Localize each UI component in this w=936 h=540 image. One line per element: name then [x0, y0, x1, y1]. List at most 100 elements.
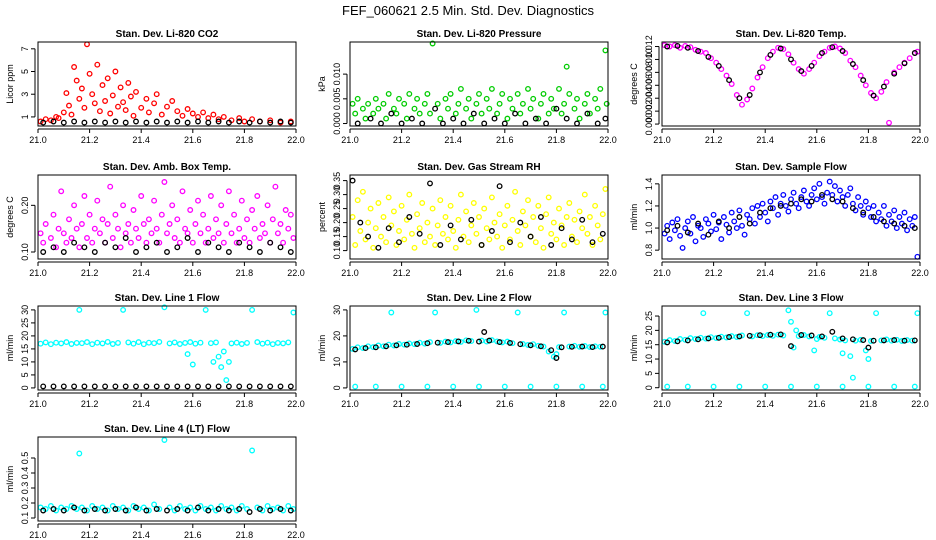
- data-point: [517, 219, 524, 226]
- data-point: [439, 120, 446, 127]
- data-point: [37, 230, 44, 237]
- data-point: [499, 90, 506, 97]
- data-point: [84, 235, 90, 241]
- data-point: [602, 115, 609, 122]
- data-point: [205, 119, 212, 126]
- data-point: [488, 337, 495, 344]
- data-point: [213, 216, 219, 223]
- data-point: [365, 219, 372, 226]
- data-point: [372, 344, 379, 351]
- data-point: [798, 332, 805, 338]
- data-point: [135, 339, 142, 346]
- data-point: [473, 100, 480, 107]
- data-point: [416, 225, 423, 232]
- data-point: [473, 306, 480, 313]
- data-point: [775, 211, 782, 218]
- y-tick-label: 0.008: [644, 61, 654, 84]
- data-point: [122, 230, 129, 237]
- data-point: [476, 90, 482, 97]
- data-point: [819, 191, 825, 198]
- plot-frame: [37, 436, 297, 522]
- data-point: [715, 62, 722, 69]
- data-point: [269, 341, 276, 348]
- data-point: [104, 338, 111, 345]
- x-tick-label: 22.0: [599, 268, 617, 278]
- data-point: [674, 338, 681, 345]
- data-point: [592, 95, 599, 102]
- data-point: [715, 218, 722, 225]
- data-point: [434, 100, 441, 107]
- data-point: [133, 383, 139, 390]
- data-point: [496, 183, 503, 190]
- data-point: [463, 105, 470, 112]
- data-point: [125, 221, 132, 227]
- x-tick-label: 21.8: [236, 399, 254, 409]
- data-point: [865, 383, 872, 390]
- data-point: [225, 358, 232, 365]
- data-point: [669, 219, 676, 226]
- data-point: [60, 383, 67, 390]
- data-point: [545, 194, 552, 201]
- data-point: [120, 306, 127, 313]
- data-point: [50, 383, 57, 390]
- panel-8: Stan. Dev. Line 2 Flow 21.0 21.2 21.4 21.6 21…: [317, 293, 617, 409]
- data-point: [860, 337, 867, 344]
- data-point: [530, 214, 537, 220]
- data-point: [816, 180, 823, 187]
- data-point: [891, 383, 898, 390]
- data-point: [249, 306, 256, 313]
- data-point: [429, 205, 436, 212]
- data-point: [901, 209, 908, 216]
- data-point: [568, 236, 575, 243]
- data-point: [504, 202, 511, 209]
- x-tick-label: 21.8: [236, 268, 254, 278]
- data-point: [736, 95, 743, 102]
- data-point: [819, 194, 825, 201]
- data-point: [145, 216, 152, 223]
- y-tick-label: 5: [644, 371, 654, 376]
- data-point: [158, 211, 165, 218]
- data-point: [496, 100, 503, 107]
- data-point: [282, 207, 289, 213]
- data-point: [553, 383, 560, 390]
- data-point: [870, 214, 877, 220]
- data-point: [145, 507, 152, 514]
- data-point: [153, 118, 160, 125]
- y-tick-label: 25: [20, 318, 30, 328]
- data-point: [870, 202, 877, 209]
- data-point: [664, 43, 671, 50]
- data-point: [130, 340, 137, 347]
- data-point: [184, 230, 191, 237]
- data-point: [705, 53, 712, 60]
- data-point: [581, 343, 588, 349]
- data-point: [849, 205, 856, 212]
- x-tick-label: 22.0: [287, 530, 305, 540]
- data-point: [576, 115, 583, 122]
- data-point: [192, 340, 199, 347]
- data-point: [911, 214, 918, 220]
- data-point: [71, 383, 78, 390]
- data-point: [514, 228, 521, 234]
- data-point: [153, 225, 160, 232]
- x-tick-label: 21.8: [236, 530, 254, 540]
- data-point: [736, 383, 743, 390]
- panel-title: Stan. Dev. Li-820 CO2: [116, 29, 219, 40]
- data-point: [202, 306, 209, 313]
- data-point: [695, 220, 702, 227]
- data-point: [383, 239, 390, 246]
- data-point: [184, 383, 191, 390]
- data-point: [357, 219, 364, 226]
- x-tick-label: 21.6: [184, 530, 202, 540]
- x-tick-label: 21.6: [808, 135, 826, 145]
- data-point: [161, 179, 168, 185]
- data-point: [50, 506, 57, 512]
- panel-title: Stan. Dev. Line 2 Flow: [427, 293, 532, 304]
- data-point: [447, 339, 454, 346]
- data-point: [723, 72, 730, 79]
- panel-title: Stan. Dev. Li-820 Pressure: [417, 29, 542, 40]
- data-point: [287, 383, 294, 390]
- data-point: [161, 437, 168, 443]
- data-point: [574, 120, 580, 127]
- data-point: [684, 44, 691, 51]
- data-point: [127, 239, 134, 246]
